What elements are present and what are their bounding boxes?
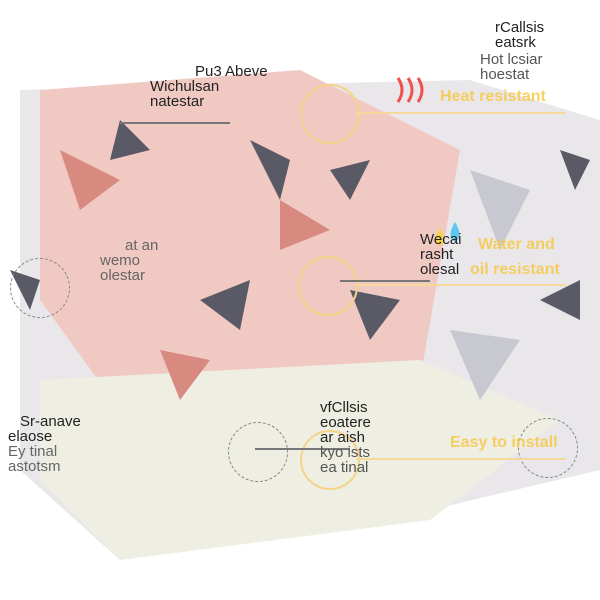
- feature-title-heat: Heat resistant: [440, 88, 546, 105]
- feature-title-water: Water and: [478, 236, 555, 253]
- feature-ring-heat: [300, 84, 360, 144]
- left-note-top: Pu3 Abeve Wichulsan natestar: [150, 63, 268, 110]
- feature-ring-water: [298, 256, 358, 316]
- connector-line-water: [356, 284, 566, 286]
- install-dashed-circle-right: [518, 418, 578, 478]
- left-note-bottom: Sr-anave elaose Ey tinal astotsm: [8, 413, 81, 475]
- divider-line: [255, 448, 350, 450]
- feature-note-water: Wecai rasht olesal: [420, 231, 462, 278]
- divider-line: [340, 280, 430, 282]
- connector-line-install: [356, 458, 566, 460]
- feature-title-water-2: oil resistant: [470, 261, 560, 278]
- feature-note-heat-2: Hot lcsiar hoestat: [480, 51, 543, 83]
- feature-note-heat: rCallsis eatsrk: [495, 19, 545, 51]
- install-dashed-circle: [228, 422, 288, 482]
- feature-title-install: Easy to install: [450, 434, 558, 451]
- connector-line-heat: [356, 112, 566, 114]
- divider-line: [120, 122, 230, 124]
- feature-note-install: vfCllsis eoatere ar aish kyo ists ea tin…: [320, 399, 371, 476]
- left-dashed-circle: [10, 258, 70, 318]
- left-note-middle: at an wemo olestar: [100, 237, 159, 284]
- feature-ring-install: [300, 430, 360, 490]
